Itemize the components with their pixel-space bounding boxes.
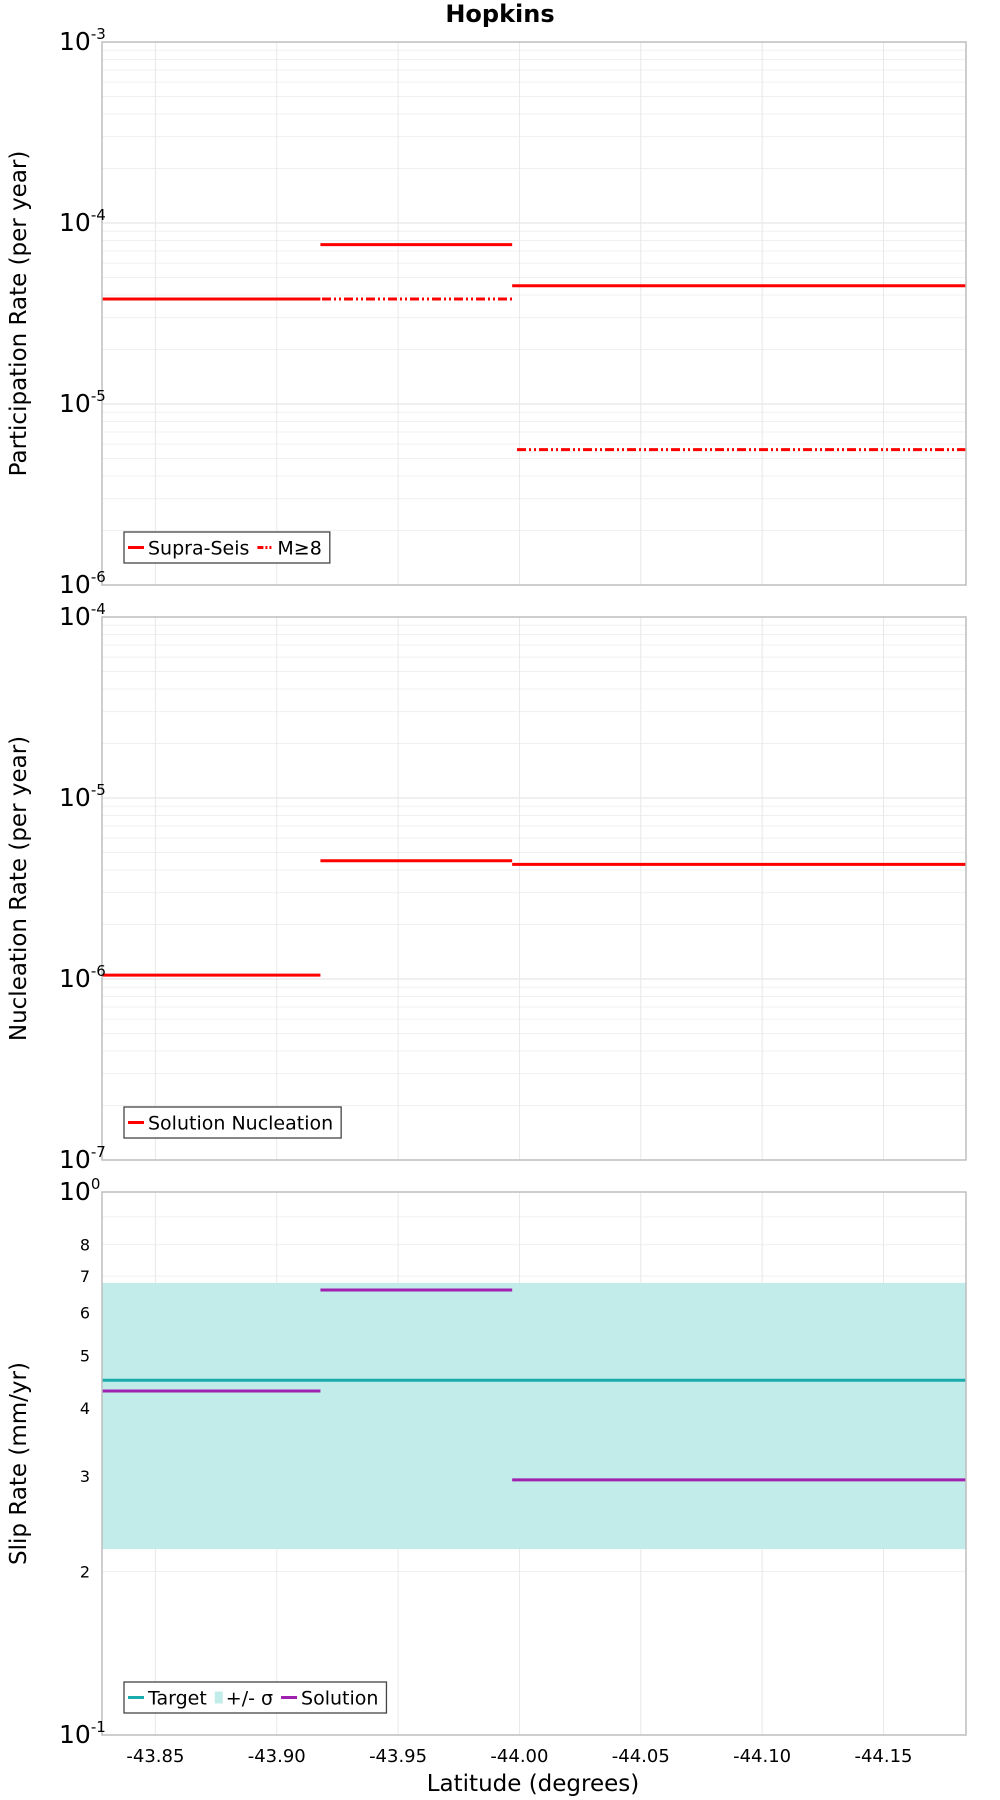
y-tick-base: 10	[59, 389, 91, 418]
y-minor-tick-label: 3	[80, 1467, 90, 1486]
y-tick-label: 10-1	[59, 1718, 106, 1749]
plot-frame	[101, 616, 967, 1161]
x-tick-label: -43.95	[369, 1746, 427, 1767]
y-minor-tick-label: 5	[80, 1346, 90, 1365]
y-tick-exponent: -5	[91, 387, 106, 405]
y-tick-exponent: -1	[91, 1718, 106, 1736]
legend-frame	[123, 1681, 388, 1714]
y-tick-label: 10-6	[59, 962, 106, 993]
sigma-band	[102, 1282, 966, 1550]
x-tick-label: -43.85	[126, 1746, 184, 1767]
y-axis-label: Slip Rate (mm/yr)	[6, 1362, 32, 1565]
y-tick-label: 10-5	[59, 387, 106, 418]
legend-entry: Supra-Seis	[148, 538, 249, 560]
y-tick-exponent: -5	[91, 781, 106, 799]
plot-frame	[101, 1191, 967, 1736]
y-tick-exponent: -3	[91, 25, 106, 43]
x-tick-label: -44.00	[490, 1746, 548, 1767]
legend-entry: Solution Nucleation	[148, 1113, 333, 1135]
y-tick-exponent: -6	[91, 962, 106, 980]
y-tick-label: 10-3	[59, 25, 106, 56]
y-axis-label: Participation Rate (per year)	[6, 151, 32, 477]
legend: Solution Nucleation	[123, 1106, 342, 1139]
y-tick-exponent: -7	[91, 1143, 106, 1161]
y-tick-exponent: -6	[91, 568, 106, 586]
y-tick-base: 10	[59, 1720, 91, 1749]
y-tick-base: 10	[59, 27, 91, 56]
y-tick-label: 10-4	[59, 206, 106, 237]
y-tick-label: 10-7	[59, 1143, 106, 1174]
legend-entry: Solution	[301, 1688, 378, 1710]
x-tick-label: -44.05	[612, 1746, 670, 1767]
x-tick-label: -44.15	[854, 1746, 912, 1767]
y-tick-base: 10	[59, 1177, 91, 1206]
y-minor-tick-label: 8	[80, 1236, 90, 1255]
plot-area	[102, 617, 966, 1160]
y-tick-base: 10	[59, 783, 91, 812]
legend-frame	[123, 531, 331, 564]
x-tick-label: -44.10	[733, 1746, 791, 1767]
y-tick-base: 10	[59, 964, 91, 993]
legend-frame	[123, 1106, 342, 1139]
y-axis-label: Nucleation Rate (per year)	[6, 736, 32, 1041]
legend: Supra-Seis M≥8	[123, 531, 331, 564]
y-tick-base: 10	[59, 602, 91, 631]
y-tick-base: 10	[59, 570, 91, 599]
y-tick-label: 10-4	[59, 600, 106, 631]
y-minor-tick-label: 4	[80, 1399, 90, 1418]
y-minor-tick-label: 2	[80, 1563, 90, 1582]
y-tick-exponent: 0	[91, 1175, 101, 1193]
y-tick-exponent: -4	[91, 206, 106, 224]
y-tick-label: 100	[59, 1175, 100, 1206]
legend-swatch	[214, 1691, 223, 1704]
legend-entry: +/- σ	[226, 1688, 273, 1710]
y-tick-base: 10	[59, 208, 91, 237]
plot-frame	[101, 41, 967, 586]
chart-title: Hopkins	[445, 0, 554, 28]
x-axis-label: Latitude (degrees)	[427, 1771, 640, 1797]
legend-entry: Target	[147, 1688, 207, 1710]
x-tick-label: -43.90	[248, 1746, 306, 1767]
y-minor-tick-label: 7	[80, 1267, 90, 1286]
y-tick-label: 10-6	[59, 568, 106, 599]
y-tick-base: 10	[59, 1145, 91, 1174]
y-minor-tick-label: 6	[80, 1303, 90, 1322]
legend-entry: M≥8	[277, 538, 321, 560]
y-tick-label: 10-5	[59, 781, 106, 812]
legend: Target +/- σ Solution	[123, 1681, 388, 1714]
plot-area	[102, 42, 966, 585]
y-tick-exponent: -4	[91, 600, 106, 618]
